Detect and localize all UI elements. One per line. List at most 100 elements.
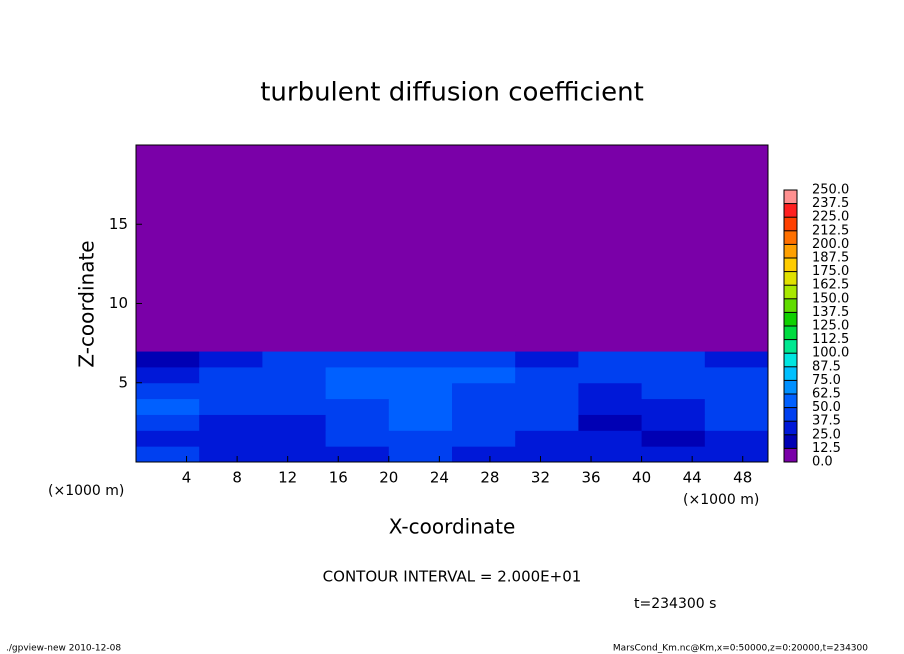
- heat-cell: [704, 414, 769, 431]
- heat-cell: [452, 382, 516, 400]
- heat-cell: [199, 414, 263, 431]
- heat-cell: [578, 145, 643, 336]
- heat-cell: [325, 446, 390, 463]
- x-tick-label: 40: [632, 469, 651, 487]
- heat-cell: [262, 366, 327, 384]
- heat-cell: [325, 382, 390, 400]
- heat-cell: [388, 351, 453, 368]
- heat-cell: [199, 430, 263, 447]
- heat-cell: [578, 398, 643, 415]
- heat-cell: [641, 414, 706, 431]
- colorbar-band: [784, 244, 797, 258]
- x-tick-label: 8: [232, 469, 242, 487]
- heat-cell: [325, 335, 390, 352]
- colorbar-label: 250.0: [812, 183, 849, 198]
- heat-cell: [452, 145, 516, 336]
- colorbar-band: [784, 380, 797, 394]
- heat-cell: [515, 335, 579, 352]
- colorbar-band: [784, 258, 797, 272]
- x-tick-label: 12: [278, 469, 297, 487]
- x-axis-label: X-coordinate: [389, 515, 516, 539]
- heat-cell: [199, 351, 263, 368]
- heat-cell: [136, 335, 200, 352]
- colorbar-band: [784, 407, 797, 422]
- annotation: CONTOUR INTERVAL = 2.000E+01: [323, 568, 582, 586]
- heat-cell: [388, 398, 453, 415]
- heat-cell: [641, 335, 706, 352]
- colorbar-label: 125.0: [812, 319, 849, 334]
- colorbar-label: 162.5: [812, 278, 849, 293]
- colorbar-band: [784, 203, 797, 218]
- y-tick-label: 10: [109, 294, 128, 312]
- heat-cell: [641, 430, 706, 447]
- heat-cell: [325, 414, 390, 431]
- colorbar-label: 175.0: [812, 264, 849, 279]
- heat-cell: [262, 351, 327, 368]
- heat-cell: [704, 382, 769, 400]
- colorbar-label: 150.0: [812, 291, 849, 306]
- heat-cell: [262, 382, 327, 400]
- colorbar-label: 0.0: [812, 455, 833, 470]
- colorbar-label: 75.0: [812, 373, 841, 388]
- colorbar-band: [784, 353, 797, 367]
- heat-cell: [136, 351, 200, 368]
- heat-cell: [641, 382, 706, 400]
- heat-cell: [262, 430, 327, 447]
- heat-cell: [515, 446, 579, 463]
- heat-cell: [704, 366, 769, 384]
- y-tick-label: 15: [109, 215, 128, 233]
- heat-cell: [262, 335, 327, 352]
- heat-cell: [325, 351, 390, 368]
- y-axis-label: Z-coordinate: [75, 240, 99, 367]
- heat-cell: [262, 145, 327, 336]
- x-tick-label: 32: [531, 469, 550, 487]
- heat-cell: [325, 145, 390, 336]
- x-tick-label: 48: [733, 469, 752, 487]
- heat-cell: [452, 351, 516, 368]
- heat-cell: [262, 414, 327, 431]
- heat-cell: [641, 398, 706, 415]
- footer-right: MarsCond_Km.nc@Km,x=0:50000,z=0:20000,t=…: [613, 644, 868, 654]
- heat-cell: [136, 414, 200, 431]
- heat-cell: [136, 446, 200, 463]
- heat-cell: [452, 446, 516, 463]
- colorbar-label: 187.5: [812, 251, 849, 266]
- colorbar-label: 50.0: [812, 400, 841, 415]
- heat-cell: [136, 145, 200, 336]
- heat-cell: [704, 335, 769, 352]
- heat-cell: [199, 366, 263, 384]
- heat-cell: [515, 382, 579, 400]
- x-tick-label: 44: [683, 469, 702, 487]
- y-tick-label: 5: [118, 373, 128, 391]
- heat-cell: [578, 351, 643, 368]
- heat-cell: [388, 145, 453, 336]
- y-unit: (×1000 m): [48, 483, 124, 499]
- heat-cell: [704, 145, 769, 336]
- heat-cell: [704, 446, 769, 463]
- heat-cell: [262, 446, 327, 463]
- footer-left: ./gpview-new 2010-12-08: [6, 644, 121, 654]
- colorbar-band: [784, 394, 797, 408]
- time-label: t=234300 s: [634, 596, 716, 612]
- colorbar-label: 87.5: [812, 359, 841, 374]
- heat-cell: [388, 446, 453, 463]
- x-tick-label: 28: [480, 469, 499, 487]
- colorbar-band: [784, 421, 797, 435]
- heat-cell: [641, 366, 706, 384]
- heat-cell: [136, 430, 200, 447]
- x-tick-label: 36: [581, 469, 600, 487]
- heat-cell: [578, 382, 643, 400]
- heat-cell: [452, 430, 516, 447]
- colorbar-label: 100.0: [812, 346, 849, 361]
- x-tick-label: 16: [329, 469, 348, 487]
- heat-cell: [452, 366, 516, 384]
- colorbar-band: [784, 285, 797, 299]
- heat-cell: [452, 398, 516, 415]
- heat-cell: [199, 382, 263, 400]
- heat-cell: [515, 351, 579, 368]
- heat-cell: [388, 382, 453, 400]
- heat-cell: [578, 446, 643, 463]
- heat-cell: [578, 335, 643, 352]
- heat-cell: [325, 398, 390, 415]
